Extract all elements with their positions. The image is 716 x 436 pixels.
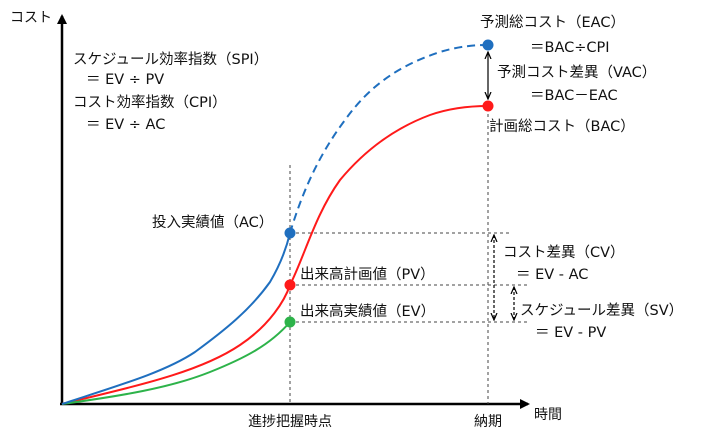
vac-formula: ＝BAC－EAC bbox=[530, 88, 618, 104]
ac-curve bbox=[61, 232, 291, 405]
cpi-title: コスト効率指数（CPI） bbox=[73, 94, 227, 111]
spi-title: スケジュール効率指数（SPI） bbox=[73, 51, 268, 68]
pv-point bbox=[284, 279, 296, 291]
ev-curve bbox=[61, 321, 291, 405]
eac-forecast-curve bbox=[289, 44, 489, 234]
ac-label: 投入実績値（AC） bbox=[152, 214, 273, 231]
eac-point bbox=[482, 39, 494, 51]
cpi-formula: ＝ EV ÷ AC bbox=[86, 117, 165, 133]
pv-curve bbox=[61, 105, 489, 405]
bac-point bbox=[482, 100, 494, 112]
vac-title: 予測コスト差異（VAC） bbox=[497, 64, 656, 81]
spi-formula: ＝ EV ÷ PV bbox=[86, 72, 164, 88]
pv-label: 出来高計画値（PV） bbox=[300, 266, 435, 283]
bac-label: 計画総コスト（BAC） bbox=[489, 118, 635, 135]
eac-title: 予測総コスト（EAC） bbox=[480, 14, 625, 31]
sv-formula: ＝ EV - PV bbox=[535, 325, 606, 341]
x-tick-status-date: 進捗把握時点 bbox=[248, 414, 332, 430]
sv-title: スケジュール差異（SV） bbox=[520, 302, 683, 319]
ac-point bbox=[284, 227, 296, 239]
ev-point bbox=[284, 316, 296, 328]
cv-formula: ＝ EV - AC bbox=[516, 267, 588, 283]
eac-formula: ＝BAC÷CPI bbox=[530, 40, 610, 56]
y-axis-label: コスト bbox=[10, 10, 52, 26]
x-axis-label: 時間 bbox=[534, 407, 562, 423]
ev-label: 出来高実績値（EV） bbox=[300, 303, 435, 320]
x-tick-deadline: 納期 bbox=[474, 414, 502, 430]
cv-title: コスト差異（CV） bbox=[503, 244, 625, 261]
